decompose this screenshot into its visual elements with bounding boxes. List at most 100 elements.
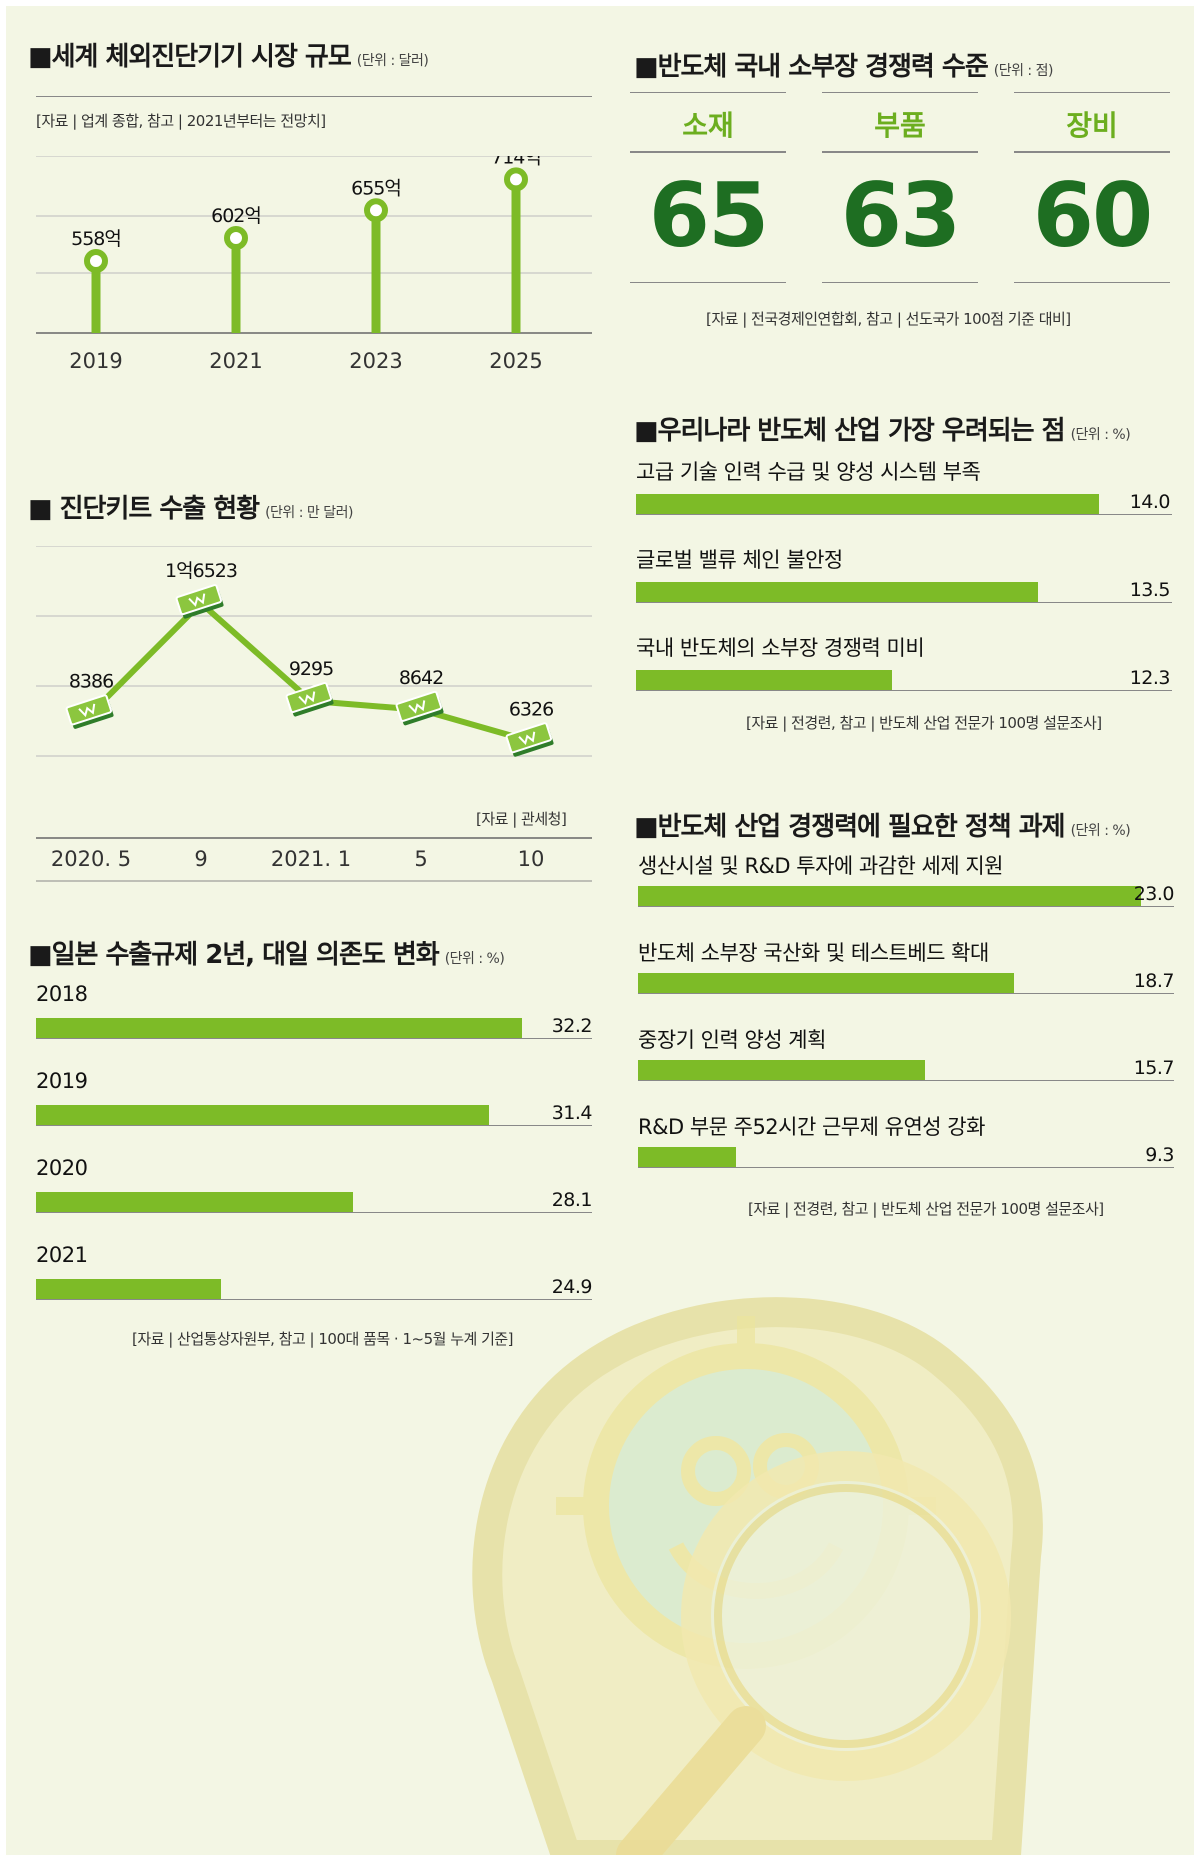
value-label: 24.9 bbox=[551, 1276, 593, 1298]
category-label: 2019 bbox=[36, 1069, 88, 1093]
market-lollipop-chart: 558억 2019 602억 2021 655억 2023 714억 2025 bbox=[36, 156, 592, 373]
japan-title: ■일본 수출규제 2년, 대일 의존도 변화 (단위 : %) bbox=[28, 940, 505, 970]
bar bbox=[636, 582, 1038, 602]
category-heading: 소재 bbox=[682, 109, 734, 142]
competitiveness-title: ■반도체 국내 소부장 경쟁력 수준 (단위 : 점) bbox=[634, 52, 1053, 82]
data-label: 655억 bbox=[351, 177, 401, 199]
value-label: 23.0 bbox=[1133, 883, 1175, 905]
rule bbox=[1014, 282, 1170, 283]
tick-label: 2020. 5 bbox=[51, 847, 131, 871]
data-label: 9295 bbox=[289, 658, 333, 680]
value-label: 31.4 bbox=[551, 1102, 593, 1124]
tick-label: 2025 bbox=[489, 349, 542, 373]
rule bbox=[630, 92, 786, 93]
rule bbox=[822, 151, 978, 153]
value-label: 9.3 bbox=[1145, 1144, 1174, 1166]
won-sign bbox=[188, 593, 206, 607]
data-label: 8642 bbox=[399, 667, 443, 689]
kits-title: ■ 진단키트 수출 현황 (단위 : 만 달러) bbox=[28, 494, 353, 524]
policy-source: [자료 | 전경련, 참고 | 반도체 산업 전문가 100명 설문조사] bbox=[748, 1200, 1104, 1218]
score-value: 60 bbox=[1032, 164, 1153, 267]
divider bbox=[36, 96, 592, 97]
baseline bbox=[36, 1299, 592, 1300]
rule bbox=[630, 151, 786, 153]
policy-title-text: 반도체 산업 경쟁력에 필요한 정책 과제 bbox=[657, 812, 1066, 842]
market-title: ■세계 체외진단기기 시장 규모 (단위 : 달러) bbox=[28, 42, 429, 72]
money-icon bbox=[65, 694, 114, 729]
value-label: 18.7 bbox=[1133, 970, 1175, 992]
concerns-title-text: 우리나라 반도체 산업 가장 우려되는 점 bbox=[657, 416, 1066, 446]
bar bbox=[636, 670, 892, 690]
bar bbox=[638, 973, 1014, 993]
tick-label: 2023 bbox=[349, 349, 402, 373]
rule bbox=[1014, 151, 1170, 153]
policy-title: ■반도체 산업 경쟁력에 필요한 정책 과제 (단위 : %) bbox=[634, 812, 1131, 842]
bar bbox=[36, 1105, 489, 1125]
won-sign bbox=[518, 731, 536, 746]
data-label: 8386 bbox=[69, 670, 113, 692]
category-label: R&D 부문 주52시간 근무제 유연성 강화 bbox=[638, 1115, 985, 1139]
bar bbox=[638, 886, 1141, 906]
japan-title-text: 일본 수출규제 2년, 대일 의존도 변화 bbox=[51, 940, 440, 970]
magnifier-icon bbox=[616, 1451, 1011, 1855]
marker bbox=[224, 225, 248, 250]
tick-label: 2021 bbox=[209, 349, 262, 373]
category-label: 반도체 소부장 국산화 및 테스트베드 확대 bbox=[638, 941, 989, 965]
category-label: 2021 bbox=[36, 1243, 88, 1267]
concerns-bar-chart: 고급 기술 인력 수급 및 양성 시스템 부족 14.0 글로벌 밸류 체인 불안정… bbox=[636, 456, 1172, 706]
data-label: 558억 bbox=[71, 228, 121, 250]
japan-bar-chart: 2018 32.2 2019 31.4 2020 28.1 2021 24.9 bbox=[36, 982, 593, 1312]
tick-label: 9 bbox=[194, 847, 207, 871]
category-label: 글로벌 밸류 체인 불안정 bbox=[636, 548, 843, 572]
bar bbox=[36, 1279, 221, 1299]
tick-label: 2019 bbox=[69, 349, 122, 373]
bar bbox=[636, 494, 1099, 514]
infographic-page: ■세계 체외진단기기 시장 규모 (단위 : 달러) [자료 | 업계 종합, 참… bbox=[6, 6, 1194, 1855]
bar bbox=[36, 1192, 353, 1212]
value-label: 32.2 bbox=[551, 1015, 593, 1037]
won-sign bbox=[78, 703, 96, 718]
money-icon bbox=[505, 722, 554, 757]
baseline bbox=[638, 1167, 1174, 1168]
category-label: 중장기 인력 양성 계획 bbox=[638, 1028, 826, 1052]
japan-unit: (단위 : %) bbox=[444, 951, 505, 967]
baseline bbox=[36, 1212, 592, 1213]
rule bbox=[1014, 92, 1170, 93]
won-sign bbox=[408, 700, 426, 714]
baseline bbox=[636, 690, 1172, 691]
japan-source: [자료 | 산업통상자원부, 참고 | 100대 품목 · 1~5월 누계 기준… bbox=[132, 1330, 514, 1348]
baseline bbox=[36, 1038, 592, 1039]
data-label: 1억6523 bbox=[165, 560, 237, 582]
baseline bbox=[638, 906, 1174, 907]
kits-title-text: 진단키트 수출 현황 bbox=[59, 494, 260, 524]
market-title-text: 세계 체외진단기기 시장 규모 bbox=[51, 42, 352, 72]
category-label: 생산시설 및 R&D 투자에 과감한 세제 지원 bbox=[638, 854, 1004, 878]
data-label: 602억 bbox=[211, 205, 261, 227]
category-label: 2020 bbox=[36, 1156, 88, 1180]
category-label: 고급 기술 인력 수급 및 양성 시스템 부족 bbox=[636, 460, 981, 484]
kits-source: [자료 | 관세청] bbox=[476, 810, 567, 828]
value-label: 15.7 bbox=[1133, 1057, 1175, 1079]
rule bbox=[630, 282, 786, 283]
virus-magnifier-illustration bbox=[472, 1297, 1043, 1855]
category-heading: 장비 bbox=[1066, 109, 1118, 142]
value-label: 28.1 bbox=[551, 1189, 593, 1211]
category-label: 국내 반도체의 소부장 경쟁력 미비 bbox=[636, 636, 925, 660]
bar bbox=[638, 1147, 736, 1167]
score-value: 65 bbox=[648, 164, 769, 267]
rule bbox=[822, 282, 978, 283]
marker bbox=[84, 249, 108, 274]
money-icon bbox=[175, 584, 224, 619]
bar bbox=[36, 1018, 522, 1038]
money-icon bbox=[285, 682, 334, 717]
baseline bbox=[36, 1125, 592, 1126]
rule bbox=[822, 92, 978, 93]
kits-unit: (단위 : 만 달러) bbox=[265, 505, 353, 521]
tick-label: 5 bbox=[414, 847, 427, 871]
data-label: 6326 bbox=[509, 698, 553, 720]
won-sign bbox=[298, 691, 316, 705]
category-label: 2018 bbox=[36, 982, 88, 1006]
tick-label: 10 bbox=[518, 847, 545, 871]
baseline bbox=[636, 602, 1172, 603]
market-source: [자료 | 업계 종합, 참고 | 2021년부터는 전망치] bbox=[36, 112, 326, 130]
